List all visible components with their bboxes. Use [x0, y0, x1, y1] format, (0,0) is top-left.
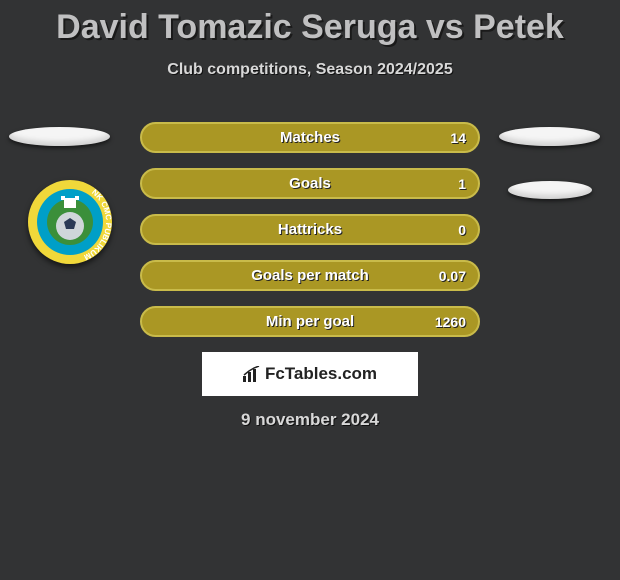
stat-row-goals-per-match: Goals per match0.07: [140, 260, 480, 291]
stat-bar: Goals1: [140, 168, 480, 199]
stat-value: 1: [458, 170, 466, 197]
stat-bar: Hattricks0: [140, 214, 480, 245]
player-ellipse-0: [9, 127, 110, 146]
stat-row-matches: Matches14: [140, 122, 480, 153]
stat-bars: Matches14 Goals1 Hattricks0 Goals per match…: [140, 122, 480, 352]
stat-value: 1260: [435, 308, 466, 335]
stat-row-goals: Goals1: [140, 168, 480, 199]
stat-value: 0: [458, 216, 466, 243]
stat-bar: Matches14: [140, 122, 480, 153]
stat-bar: Min per goal1260: [140, 306, 480, 337]
player-ellipse-1: [499, 127, 600, 146]
stat-row-min-per-goal: Min per goal1260: [140, 306, 480, 337]
brand-box[interactable]: FcTables.com: [202, 352, 418, 396]
date-label: 9 november 2024: [0, 410, 620, 430]
chart-icon: [243, 366, 261, 382]
club-badge-left: NK CMC PUBLIKUM: [28, 180, 112, 264]
stat-row-hattricks: Hattricks0: [140, 214, 480, 245]
stat-value: 14: [450, 124, 466, 151]
player-ellipse-2: [508, 181, 592, 199]
subtitle: Club competitions, Season 2024/2025: [0, 61, 620, 79]
stat-value: 0.07: [439, 262, 466, 289]
page-title: David Tomazic Seruga vs Petek: [0, 0, 620, 47]
stat-bar: Goals per match0.07: [140, 260, 480, 291]
brand-label: FcTables.com: [265, 364, 377, 384]
